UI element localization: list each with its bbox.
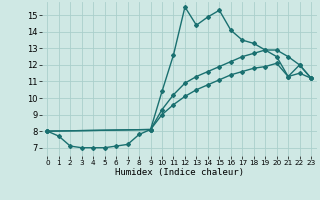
X-axis label: Humidex (Indice chaleur): Humidex (Indice chaleur) (115, 168, 244, 177)
